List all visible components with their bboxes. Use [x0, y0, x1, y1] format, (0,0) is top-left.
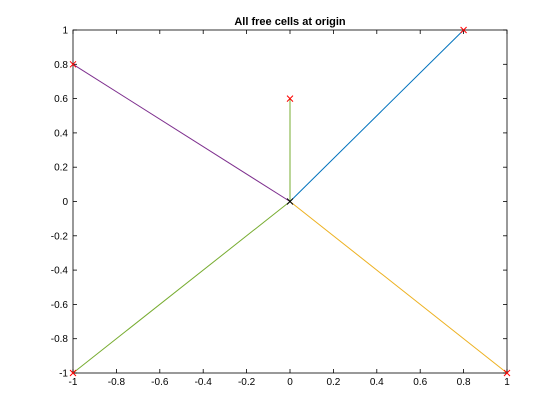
- y-tick-label: -0.2: [51, 231, 69, 242]
- y-tick-label: 1: [62, 26, 68, 37]
- series-line-1: [289, 29, 464, 202]
- y-tick-label: 0.8: [54, 60, 68, 71]
- x-tick-label: 0.2: [326, 377, 340, 388]
- x-tick-label: 0: [287, 377, 293, 388]
- x-tick-label: -0.4: [195, 377, 213, 388]
- x-tick-label: 0.4: [370, 377, 384, 388]
- x-tick-label: -0.6: [151, 377, 169, 388]
- y-tick-label: 0.4: [54, 128, 68, 139]
- series-line-3: [72, 63, 291, 202]
- y-tick-label: -0.4: [51, 266, 69, 277]
- endpoint-marker-2: [503, 369, 511, 377]
- endpoint-marker-1: [460, 26, 467, 34]
- x-tick-label: -1: [69, 377, 78, 388]
- origin-marker: [286, 198, 294, 205]
- x-tick-label: -0.2: [238, 377, 256, 388]
- y-tick-label: 0.2: [54, 163, 68, 174]
- endpoint-marker-5: [286, 95, 294, 102]
- y-tick-label: -0.8: [51, 334, 69, 345]
- x-tick-label: 1: [504, 377, 510, 388]
- series-line-2: [289, 201, 508, 374]
- x-tick-label: 0.6: [413, 377, 427, 388]
- endpoint-marker-4: [69, 369, 77, 377]
- y-tick-label: 0: [62, 197, 68, 208]
- endpoint-marker-3: [69, 60, 77, 68]
- plot-area: -1 -0.8 -0.6 -0.4 -0.2 0 0.2 0.4 0.6 0.8 1 -1 -0.8 -0…: [51, 26, 511, 388]
- x-tick-label: 0.8: [457, 377, 471, 388]
- series-line-4: [72, 201, 291, 374]
- x-tick-label: -0.8: [108, 377, 126, 388]
- y-tick-label: 0.6: [54, 94, 68, 105]
- chart-title: All free cells at origin: [234, 16, 346, 28]
- y-tick-label: -1: [59, 369, 68, 380]
- y-tick-label: -0.6: [51, 300, 69, 311]
